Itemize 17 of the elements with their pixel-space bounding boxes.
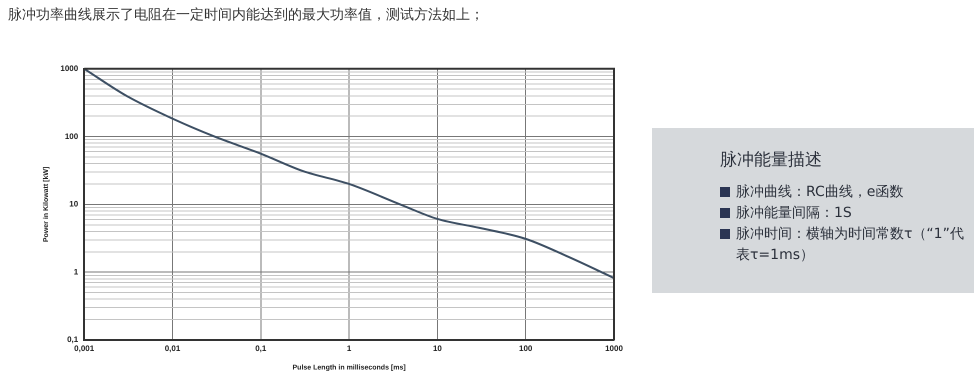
- y-tick-label: 0,1: [67, 335, 79, 344]
- x-tick-label: 100: [519, 344, 533, 354]
- x-tick-label: 1: [346, 344, 352, 354]
- x-tick-label: 0,1: [255, 344, 267, 354]
- x-tick-label: 1000: [605, 344, 624, 354]
- x-tick-label: 0,01: [164, 344, 181, 354]
- y-tick-label: 10: [69, 200, 79, 209]
- chart-title: 脉冲功率曲线展示了电阻在一定时间内能达到的最大功率值，测试方法如上；: [8, 6, 484, 24]
- y-tick-label: 100: [64, 132, 79, 141]
- text: 脉冲曲线：RC曲线，e函数: [736, 184, 904, 200]
- y-tick-label: 1: [74, 267, 79, 276]
- x-tick-label: 10: [432, 344, 442, 354]
- y-tick-label: 1000: [60, 64, 79, 74]
- text: 脉冲能量间隔：1S: [736, 205, 852, 221]
- text: 脉冲能量描述: [720, 149, 822, 171]
- x-tick-label: 0,001: [74, 344, 95, 354]
- text: 脉冲时间：横轴为时间常数τ（“1”代表τ=1ms）: [736, 226, 964, 263]
